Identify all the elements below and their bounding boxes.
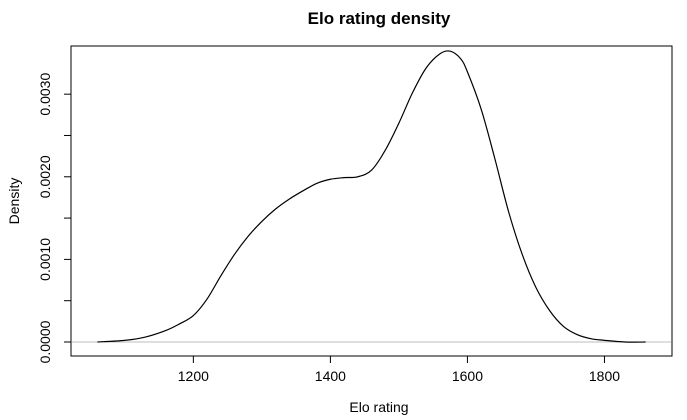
x-tick-label: 1600 [452,368,483,384]
y-tick-label: 0.0020 [37,155,53,198]
y-axis: 0.0000 0.0010 0.0020 0.0030 [37,73,72,363]
y-tick-label: 0.0030 [37,73,53,116]
x-tick-label: 1200 [178,368,209,384]
y-axis-label: Density [6,178,22,225]
x-tick-label: 1400 [315,368,346,384]
x-tick-label: 1800 [589,368,620,384]
x-axis-label: Elo rating [349,399,408,415]
density-curve [97,50,646,343]
plot-frame [70,45,673,357]
y-tick-label: 0.0000 [37,320,53,363]
y-tick-label: 0.0010 [37,238,53,281]
chart-title: Elo rating density [308,9,451,28]
x-axis: 1200 1400 1600 1800 [178,355,620,384]
